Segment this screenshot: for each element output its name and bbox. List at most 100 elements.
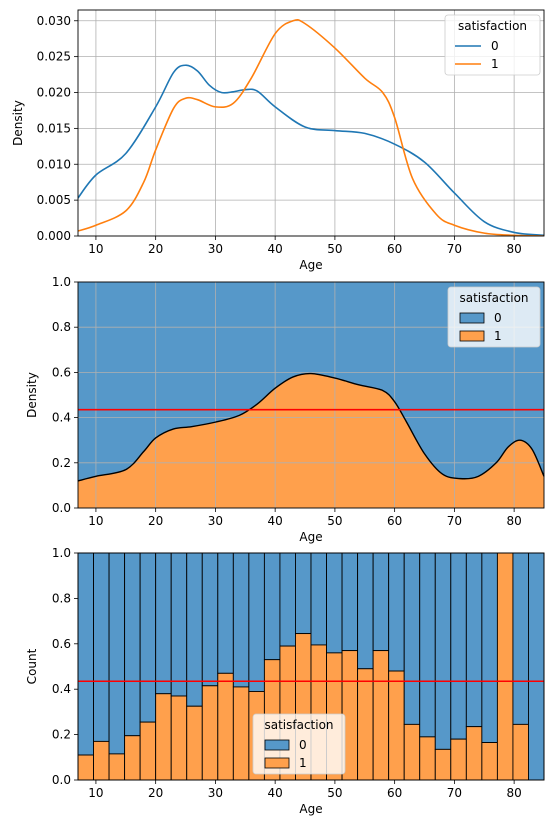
bar-series-0	[310, 552, 327, 646]
legend-title: satisfaction	[459, 291, 528, 305]
bar-series-1	[388, 670, 405, 781]
bar-series-1	[232, 686, 250, 781]
legend-label-1: 1	[491, 57, 499, 71]
x-tick-label: 80	[506, 786, 521, 800]
y-tick-label: 0.005	[37, 193, 71, 207]
y-tick-label: 0.030	[37, 14, 71, 28]
bar-series-1	[419, 736, 436, 781]
bar-series-0	[419, 552, 436, 738]
bar-series-0	[388, 552, 405, 672]
bar-series-1	[450, 738, 467, 781]
x-axis-label: Age	[299, 258, 322, 272]
bar-series-0	[528, 552, 545, 781]
bar-series-1	[372, 650, 390, 781]
bar-series-0	[186, 552, 203, 707]
x-tick-label: 10	[88, 786, 103, 800]
y-tick-label: 0.6	[52, 365, 71, 379]
x-tick-label: 10	[88, 514, 103, 528]
bar-series-0	[326, 552, 343, 654]
x-tick-label: 30	[208, 514, 223, 528]
x-tick-label: 50	[327, 786, 342, 800]
bar-series-0	[279, 552, 296, 647]
legend-title: satisfaction	[458, 19, 527, 33]
bar-series-0	[434, 552, 452, 750]
x-tick-label: 30	[208, 242, 223, 256]
y-tick-label: 0.0	[52, 501, 71, 515]
x-tick-label: 20	[148, 786, 163, 800]
y-tick-label: 1.0	[52, 546, 71, 560]
legend-swatch-1	[264, 757, 290, 769]
bar-series-0	[403, 552, 421, 725]
bar-series-1	[512, 723, 529, 781]
bar-series-1	[186, 705, 203, 781]
legend-swatch-0	[264, 739, 290, 751]
y-tick-label: 0.2	[52, 728, 71, 742]
bar-series-0	[93, 552, 110, 742]
bar-series-0	[450, 552, 467, 740]
kde-density-chart: 10 20 30 40 50 60 70 800.0000.0050.0100.0150.02…	[11, 9, 545, 272]
x-tick-label: 20	[148, 514, 163, 528]
legend-swatch-0	[459, 312, 485, 324]
legend-label-0: 0	[299, 738, 307, 752]
x-tick-label: 40	[268, 514, 283, 528]
legend-swatch-1	[459, 330, 485, 342]
legend-label-0: 0	[491, 39, 499, 53]
bar-series-0	[341, 552, 359, 652]
bar-series-1	[357, 668, 374, 781]
y-axis-label: Density	[25, 372, 39, 418]
legend-box	[444, 14, 541, 76]
bar-series-0	[357, 552, 374, 670]
x-axis-label: Age	[299, 530, 322, 544]
x-tick-label: 20	[148, 242, 163, 256]
x-tick-label: 30	[208, 786, 223, 800]
y-tick-label: 0.4	[52, 682, 71, 696]
bar-series-1	[201, 685, 219, 781]
legend-title: satisfaction	[264, 718, 333, 732]
bar-series-0	[465, 552, 483, 728]
bar-series-0	[295, 552, 312, 635]
x-tick-label: 40	[268, 242, 283, 256]
x-axis-label: Age	[299, 802, 322, 816]
bar-series-0	[232, 552, 250, 688]
bar-series-1	[124, 735, 141, 781]
x-tick-label: 50	[327, 514, 342, 528]
y-tick-label: 0.000	[37, 229, 71, 243]
x-tick-label: 70	[447, 242, 462, 256]
x-tick-label: 50	[327, 242, 342, 256]
bar-series-0	[372, 552, 390, 652]
stacked-density-chart: 10 20 30 40 50 60 70 800.00.20.40.60.81.0AgeDen…	[25, 275, 545, 544]
bar-series-1	[108, 753, 126, 781]
bar-series-1	[481, 742, 498, 781]
x-tick-label: 40	[268, 786, 283, 800]
bar-series-1	[139, 721, 157, 781]
bar-series-1	[155, 693, 172, 781]
y-tick-label: 0.020	[37, 86, 71, 100]
x-tick-label: 10	[88, 242, 103, 256]
y-tick-label: 0.8	[52, 320, 71, 334]
axes-frame	[77, 281, 545, 509]
bar-series-0	[217, 552, 234, 674]
bar-series-1	[403, 723, 421, 781]
bar-series-1	[434, 748, 452, 781]
axes-frame	[77, 9, 545, 237]
y-tick-label: 0.8	[52, 591, 71, 605]
x-tick-label: 80	[506, 514, 521, 528]
x-tick-label: 80	[506, 242, 521, 256]
y-tick-label: 0.025	[37, 50, 71, 64]
bar-series-0	[481, 552, 498, 743]
y-tick-label: 0.4	[52, 411, 71, 425]
bar-series-0	[170, 552, 188, 697]
x-tick-label: 60	[387, 514, 402, 528]
legend-label-1: 1	[299, 756, 307, 770]
y-axis-label: Density	[11, 100, 25, 146]
y-tick-label: 0.010	[37, 157, 71, 171]
y-tick-label: 0.015	[37, 121, 71, 135]
bar-series-1	[170, 695, 188, 781]
bar-series-1	[465, 726, 483, 781]
legend-label-1: 1	[494, 329, 502, 343]
legend-label-0: 0	[494, 311, 502, 325]
y-tick-label: 1.0	[52, 275, 71, 289]
y-tick-label: 0.0	[52, 773, 71, 787]
bar-series-0	[139, 552, 157, 723]
